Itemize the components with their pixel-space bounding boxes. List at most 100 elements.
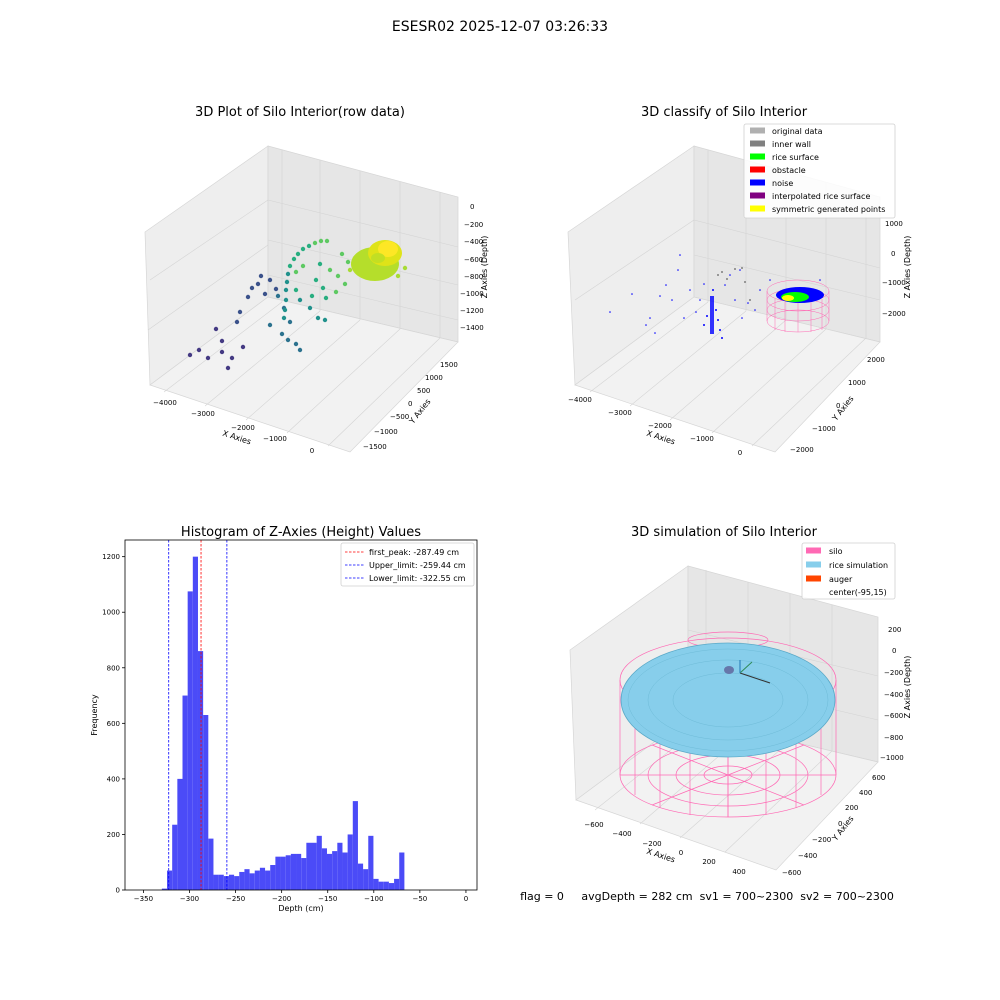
histogram-bar <box>342 852 348 890</box>
svg-text:−200: −200 <box>812 836 831 844</box>
x-tick-label: −250 <box>226 895 245 903</box>
legend-obstacle: obstacle <box>750 166 806 175</box>
histogram-bar <box>285 855 291 890</box>
svg-text:−1000: −1000 <box>460 290 484 298</box>
svg-text:200: 200 <box>845 804 858 812</box>
histogram-bar <box>280 856 286 890</box>
svg-text:Upper_limit: -259.44 cm: Upper_limit: -259.44 cm <box>369 561 466 570</box>
svg-text:−3000: −3000 <box>191 410 215 418</box>
x-tick-label: −100 <box>364 895 383 903</box>
svg-text:500: 500 <box>417 387 430 395</box>
histogram-bar <box>306 842 312 890</box>
histogram-bar <box>223 876 229 890</box>
histogram-bar <box>177 778 183 890</box>
legend-symmetric-generated-points: symmetric generated points <box>750 205 885 214</box>
raw-gridlines <box>147 150 459 447</box>
simulation-legend: silo rice simulation auger center(-95,15… <box>801 542 896 600</box>
classify-3d-panel: 3D classify of Silo Interior <box>567 105 912 457</box>
simulation-z-ticks: 200 0 −200 −400 −600 −800 −1000 <box>880 626 904 762</box>
svg-text:0: 0 <box>738 449 742 457</box>
histogram-bar <box>172 824 178 890</box>
histogram-bar <box>363 869 369 890</box>
svg-text:silo: silo <box>829 547 843 556</box>
svg-text:−2000: −2000 <box>882 310 906 318</box>
histogram-bar <box>208 838 214 890</box>
histogram-bar <box>192 556 198 890</box>
simulation-x-ticks: −600 −400 −200 0 200 400 <box>584 821 745 876</box>
legend-auger: auger <box>806 575 853 584</box>
classify-z-ticks: 1000 0 −1000 −2000 <box>882 220 906 318</box>
svg-text:−400: −400 <box>884 691 903 699</box>
svg-text:−800: −800 <box>884 734 903 742</box>
histogram-axes-frame <box>124 539 478 891</box>
svg-text:0: 0 <box>891 250 895 258</box>
classify-y-label: Y Axies <box>830 394 856 423</box>
histogram-bar <box>301 858 307 890</box>
histogram-bar <box>197 651 204 890</box>
histogram-bar <box>399 852 405 890</box>
simulation-x-label: X Axies <box>645 847 676 865</box>
y-tick-label: 800 <box>107 664 120 672</box>
simulation-rice-surface <box>620 642 836 758</box>
svg-text:−4000: −4000 <box>153 399 177 407</box>
svg-text:400: 400 <box>859 789 872 797</box>
histogram-bar <box>203 715 209 890</box>
svg-text:rice simulation: rice simulation <box>829 561 888 570</box>
legend-upper-limit: Upper_limit: -259.44 cm <box>345 561 466 570</box>
svg-text:original data: original data <box>772 127 823 136</box>
histogram-bar <box>270 865 276 890</box>
histogram-bar <box>187 591 193 890</box>
classify-legend: original data inner wall rice surface ob… <box>743 123 896 219</box>
histogram-bar <box>244 869 250 890</box>
histogram-bar <box>265 870 271 890</box>
svg-text:400: 400 <box>732 868 745 876</box>
simulation-z-label: Z Axies (Depth) <box>903 656 912 719</box>
raw-y-ticks: 1500 1000 500 0 −500 −1000 −1500 <box>363 361 458 451</box>
raw-z-ticks: 0 −200 −400 −600 −800 −1000 −1200 −1400 <box>460 203 484 332</box>
raw-3d-panel: 3D Plot of Silo Interior(row data) <box>144 105 489 455</box>
histogram-bar <box>182 695 188 890</box>
svg-text:symmetric generated points: symmetric generated points <box>772 205 885 214</box>
svg-text:−200: −200 <box>884 669 903 677</box>
classify-panel-title: 3D classify of Silo Interior <box>641 105 808 120</box>
histogram-bar <box>213 874 219 890</box>
svg-text:inner wall: inner wall <box>772 140 811 149</box>
svg-text:−800: −800 <box>464 273 483 281</box>
svg-text:rice surface: rice surface <box>772 153 819 162</box>
histogram-bar <box>326 853 333 890</box>
svg-text:0: 0 <box>679 849 683 857</box>
svg-text:0: 0 <box>836 402 840 410</box>
histogram-bar <box>161 888 168 890</box>
svg-text:−1200: −1200 <box>460 307 484 315</box>
legend-first-peak: first_peak: -287.49 cm <box>345 548 459 557</box>
simulation-y-label: Y Axies <box>830 814 856 843</box>
histogram-bar <box>254 870 260 890</box>
classify-z-label: Z Axies (Depth) <box>903 236 912 299</box>
raw-panel-title: 3D Plot of Silo Interior(row data) <box>195 105 405 120</box>
legend-center: center(-95,15) <box>829 588 887 597</box>
histogram-bar <box>383 881 389 890</box>
svg-text:−400: −400 <box>464 238 483 246</box>
svg-text:1000: 1000 <box>885 220 903 228</box>
svg-text:200: 200 <box>888 626 901 634</box>
svg-text:obstacle: obstacle <box>772 166 806 175</box>
classify-symmetric-points <box>782 295 794 301</box>
svg-text:0: 0 <box>892 647 896 655</box>
legend-interpolated-rice-surface: interpolated rice surface <box>750 192 870 201</box>
histogram-bar <box>368 835 374 890</box>
histogram-bar <box>275 856 281 890</box>
simulation-panel-title: 3D simulation of Silo Interior <box>631 525 818 540</box>
svg-text:−600: −600 <box>782 869 801 877</box>
classify-pane-floor <box>574 296 881 453</box>
histogram-bar <box>167 870 173 890</box>
classify-x-ticks: −4000 −3000 −2000 −1000 0 <box>568 396 742 457</box>
svg-text:−600: −600 <box>464 256 483 264</box>
svg-text:−2000: −2000 <box>231 424 255 432</box>
svg-text:−1000: −1000 <box>374 428 398 436</box>
legend-inner-wall: inner wall <box>750 140 811 149</box>
simulation-auger <box>739 660 771 684</box>
classify-x-label: X Axies <box>645 429 676 447</box>
svg-text:−1500: −1500 <box>363 443 387 451</box>
histogram-bar <box>316 835 322 890</box>
legend-rice-simulation: rice simulation <box>806 561 888 570</box>
